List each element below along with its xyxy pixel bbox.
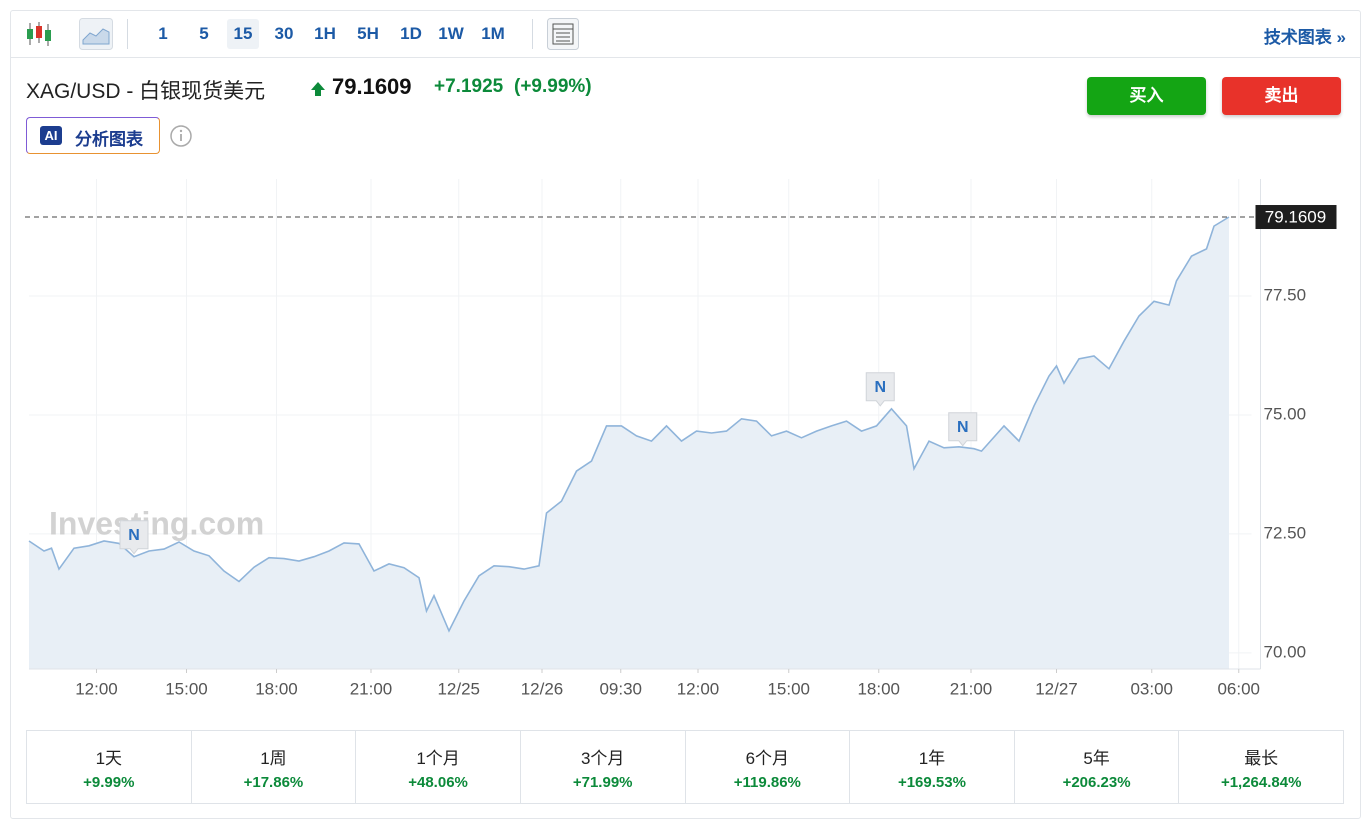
performance-cell: 1年 +169.53% <box>850 731 1015 803</box>
interval-button[interactable]: 1D <box>400 24 422 43</box>
x-tick-label: 12/26 <box>521 679 564 698</box>
x-tick-label: 15:00 <box>767 679 810 698</box>
performance-cell: 3个月 +71.99% <box>521 731 686 803</box>
news-marker <box>865 372 895 407</box>
period: 6个月 <box>745 749 790 768</box>
interval-button[interactable]: 15 <box>227 19 259 49</box>
x-tick-label: 12:00 <box>75 679 118 698</box>
news-marker-label: N <box>957 419 969 436</box>
news-marker-label: N <box>874 379 886 396</box>
period-change: +9.99% <box>83 774 135 791</box>
area-fill <box>29 217 1229 669</box>
price-change-pct: (+9.99%) <box>514 76 592 97</box>
interval-button[interactable]: 1H <box>314 24 336 43</box>
sell-button[interactable]: 卖出 <box>1222 77 1341 115</box>
period: 1年 <box>918 749 946 768</box>
interval-button[interactable]: 1 <box>158 24 168 43</box>
x-tick-label: 15:00 <box>165 679 208 698</box>
instrument-name: XAG/USD - 白银现货美元 <box>26 80 266 103</box>
x-tick-label: 12/27 <box>1035 679 1078 698</box>
period-change: +48.06% <box>408 774 468 791</box>
interval-button[interactable]: 1M <box>481 24 505 43</box>
separator <box>127 19 128 49</box>
up-arrow <box>311 82 325 96</box>
news-marker <box>119 520 149 555</box>
last-price-label: 79.1609 <box>1265 207 1326 226</box>
x-tick-label: 18:00 <box>857 679 900 698</box>
performance-cell: 1个月 +48.06% <box>356 731 521 803</box>
info-icon[interactable] <box>170 125 192 147</box>
x-tick-label: 12:00 <box>677 679 720 698</box>
period-change: +119.86% <box>733 774 801 791</box>
y-tick-label: 75.00 <box>1264 404 1307 423</box>
ai-analysis-button[interactable]: AI 分析图表 <box>26 117 160 154</box>
x-tick-label: 03:00 <box>1130 679 1173 698</box>
performance-cell: 5年 +206.23% <box>1015 731 1180 803</box>
performance-cell: 1天 +9.99% <box>27 731 192 803</box>
period: 1天 <box>95 749 123 768</box>
price-line <box>28 216 1230 633</box>
price-change: +7.1925 <box>434 76 504 97</box>
interval-button[interactable]: 5H <box>357 24 379 43</box>
x-tick-label: 06:00 <box>1217 679 1260 698</box>
toolbar: 1 5 15 30 1H 5H 1D 1W 1M 技术图表 » <box>11 11 1360 58</box>
chart: Investing.com 12:00 15:00 18:00 21:00 12/25 12… <box>25 179 1337 698</box>
x-tick-label: 18:00 <box>255 679 298 698</box>
performance-cell: 1周 +17.86% <box>192 731 357 803</box>
x-tick-label: 09:30 <box>599 679 642 698</box>
period-change: +169.53% <box>897 774 966 791</box>
period-change: +17.86% <box>243 774 304 791</box>
period-change: +71.99% <box>572 774 633 791</box>
period-change: +206.23% <box>1062 774 1131 791</box>
period: 最长 <box>1244 749 1279 768</box>
period: 5年 <box>1083 749 1110 768</box>
ai-badge: AI <box>40 126 62 145</box>
technical-chart-link[interactable]: 技术图表 » <box>1263 28 1346 47</box>
y-tick-label: 70.00 <box>1264 642 1307 661</box>
period-change: +1,264.84% <box>1220 774 1302 791</box>
last-price-box <box>1255 205 1337 230</box>
separator <box>532 19 533 49</box>
interval-button[interactable]: 5 <box>199 24 209 43</box>
performance-table: 1天 +9.99% 1周 +17.86% 1个月 +48.06% 3个月 +71.99% 6个月… <box>26 730 1344 804</box>
x-tick-label: 21:00 <box>950 679 993 698</box>
y-tick-label: 77.50 <box>1264 286 1307 305</box>
table-icon[interactable] <box>547 18 579 50</box>
news-marker <box>948 412 978 447</box>
y-tick-label: 72.50 <box>1264 523 1307 542</box>
x-tick-label: 12/25 <box>437 679 480 698</box>
interval-button[interactable]: 1W <box>438 24 464 43</box>
period: 3个月 <box>580 749 625 768</box>
buy-button[interactable]: 买入 <box>1087 77 1206 115</box>
x-tick-label: 21:00 <box>350 679 393 698</box>
candlestick-icon[interactable] <box>25 21 53 47</box>
widget: Investing.com 12:00 15:00 18:00 21:00 12/25 12… <box>10 10 1361 819</box>
period: 1个月 <box>416 749 460 768</box>
area-icon[interactable] <box>79 18 113 50</box>
interval-button[interactable]: 30 <box>274 24 294 43</box>
watermark: Investing.com <box>49 505 264 541</box>
ai-label: 分析图表 <box>75 130 143 149</box>
news-marker-label: N <box>128 527 140 544</box>
performance-cell: 最长 +1,264.84% <box>1179 731 1343 803</box>
performance-cell: 6个月 +119.86% <box>686 731 851 803</box>
period: 1周 <box>260 749 287 768</box>
price: 79.1609 <box>332 74 412 99</box>
